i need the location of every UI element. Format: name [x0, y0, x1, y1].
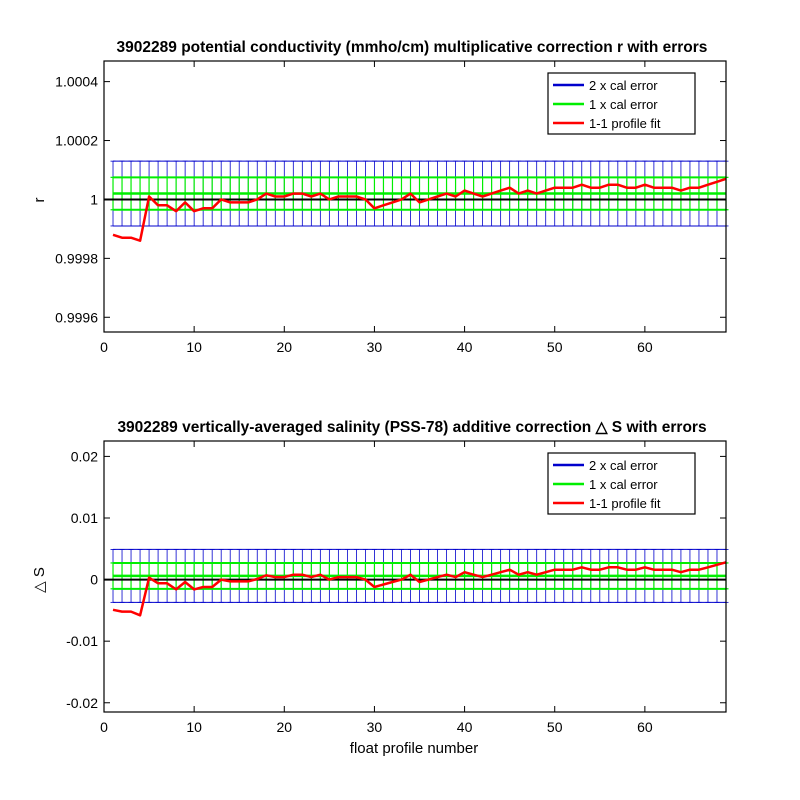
legend-entry: 2 x cal error: [589, 458, 658, 473]
chart-title: 3902289 vertically-averaged salinity (PS…: [117, 419, 706, 436]
y-tick-label: 0.01: [71, 510, 98, 526]
x-tick-label: 20: [277, 719, 293, 735]
x-axis-label: float profile number: [350, 740, 478, 757]
x-tick-label: 30: [367, 719, 383, 735]
legend: 2 x cal error 1 x cal error 1-1 profile fi…: [547, 452, 696, 515]
x-tick-label: 10: [186, 339, 202, 355]
x-tick-label: 60: [637, 339, 653, 355]
legend-entry: 1-1 profile fit: [589, 496, 661, 511]
y-tick-label: -0.01: [66, 633, 98, 649]
legend: 2 x cal error 1 x cal error 1-1 profile fi…: [547, 72, 696, 135]
x-tick-label: 20: [277, 339, 293, 355]
axes-box: [103, 440, 727, 713]
profile-fit-line: [112, 177, 727, 242]
legend-entry: 1-1 profile fit: [589, 116, 661, 131]
x-tick-label: 0: [100, 339, 108, 355]
x-tick-label: 50: [547, 719, 563, 735]
chart-title: 3902289 potential conductivity (mmho/cm)…: [117, 39, 708, 56]
x-tick-label: 60: [637, 719, 653, 735]
y-tick-label: 1: [90, 191, 98, 207]
legend-entry: 1 x cal error: [589, 477, 658, 492]
y-tick-label: 1.0004: [55, 74, 98, 90]
y-tick-label: 0: [90, 572, 98, 588]
y-tick-label: 0.9998: [55, 250, 98, 266]
y-axis-label: r: [31, 198, 48, 203]
x-tick-label: 0: [100, 719, 108, 735]
x-tick-label: 50: [547, 339, 563, 355]
x-tick-label: 30: [367, 339, 383, 355]
x-tick-label: 40: [457, 339, 473, 355]
plot-area: 0 10 20 30 40 50 60 -0.02 -0.01 0 0.01 0.02 2 x cal …: [66, 440, 729, 735]
plot-area: 0 10 20 30 40 50 60 0.9996 0.9998 1 1.0002 1.0004 2 …: [55, 60, 729, 355]
legend-entry: 1 x cal error: [589, 97, 658, 112]
salinity-correction-chart: 3902289 vertically-averaged salinity (PS…: [31, 419, 729, 757]
axes-box: [103, 60, 727, 333]
profile-fit-line: [112, 561, 727, 617]
y-tick-label: -0.02: [66, 695, 98, 711]
x-tick-label: 40: [457, 719, 473, 735]
y-axis-label: △ S: [31, 567, 48, 593]
legend-entry: 2 x cal error: [589, 78, 658, 93]
y-tick-label: 0.9996: [55, 309, 98, 325]
conductivity-correction-chart: 3902289 potential conductivity (mmho/cm)…: [31, 39, 729, 355]
y-tick-label: 0.02: [71, 448, 98, 464]
x-tick-label: 10: [186, 719, 202, 735]
y-tick-label: 1.0002: [55, 133, 98, 149]
